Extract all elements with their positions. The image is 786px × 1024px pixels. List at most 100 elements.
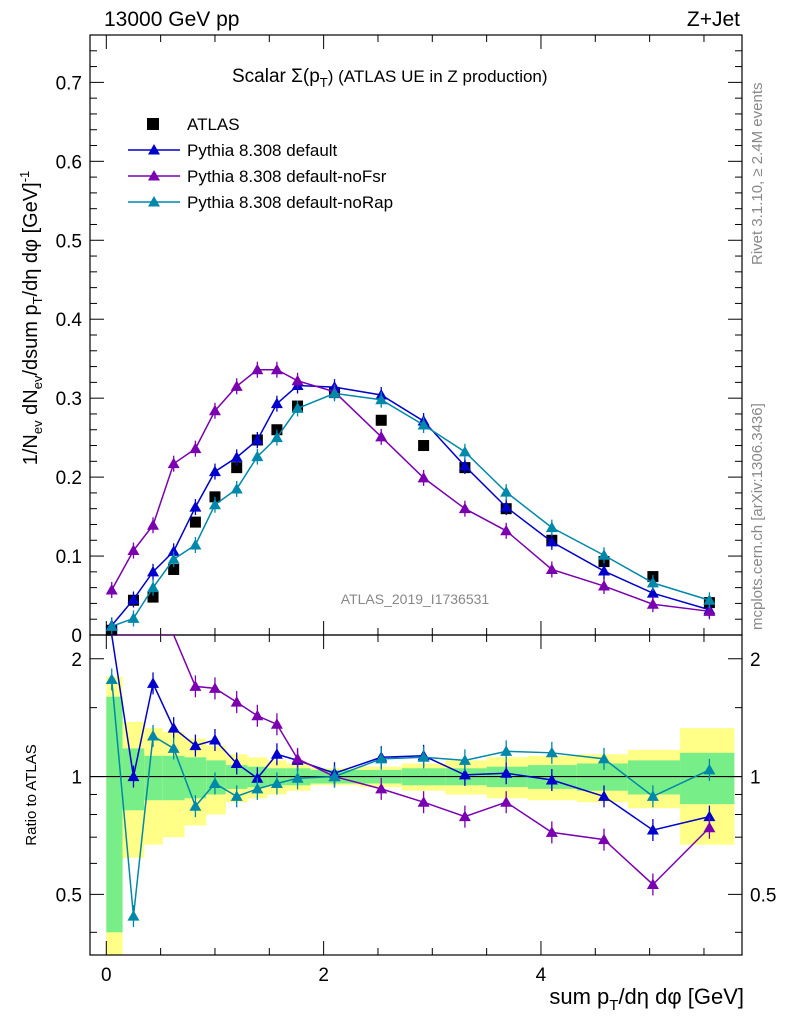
main-point-pythia-8-308-default-norap xyxy=(328,387,341,398)
rivet-version-label: Rivet 3.1.10, ≥ 2.4M events xyxy=(749,83,766,266)
main-point-pythia-8-308-default-norap xyxy=(417,419,430,430)
ratio-point-pythia-8-308-default-nofsr xyxy=(291,752,304,764)
main-y-tick-label: 0.1 xyxy=(56,547,82,568)
main-point-pythia-8-308-default-nofsr xyxy=(291,374,304,386)
ratio-point-pythia-8-308-default-norap xyxy=(127,910,140,921)
main-point-pythia-8-308-default-norap xyxy=(270,431,283,443)
analysis-watermark: ATLAS_2019_I1736531 xyxy=(341,591,490,607)
ratio-point-pythia-8-308-default-norap xyxy=(375,752,388,764)
legend-entry-label: Pythia 8.308 default-noRap xyxy=(187,193,393,212)
main-point-pythia-8-308-default-norap xyxy=(291,402,304,413)
main-line-pythia-8-308-default xyxy=(111,384,710,627)
ratio-point-pythia-8-308-default-norap xyxy=(208,777,221,789)
main-point-pythia-8-308-default-norap xyxy=(189,539,202,550)
ratio-point-pythia-8-308-default xyxy=(127,770,140,782)
ratio-point-pythia-8-308-default-nofsr xyxy=(500,796,513,807)
ratio-point-pythia-8-308-default-norap xyxy=(291,772,304,783)
ratio-point-pythia-8-308-default-norap xyxy=(105,673,118,685)
ratio-point-pythia-8-308-default xyxy=(208,734,221,745)
main-y-tick-label: 0.4 xyxy=(56,310,83,331)
legend-marker-square xyxy=(147,118,159,130)
main-point-pythia-8-308-default-norap xyxy=(251,450,264,462)
ratio-y-tick-label-left: 2 xyxy=(71,650,82,671)
main-point-pythia-8-308-default-norap xyxy=(147,581,160,593)
ratio-point-pythia-8-308-default xyxy=(167,722,180,733)
main-point-pythia-8-308-default xyxy=(208,465,221,477)
ratio-point-pythia-8-308-default-nofsr xyxy=(646,878,659,889)
ratio-point-pythia-8-308-default-norap xyxy=(646,790,659,801)
legend-entry-label: ATLAS xyxy=(187,115,240,134)
main-y-tick-label: 0.2 xyxy=(56,468,82,489)
main-point-pythia-8-308-default-nofsr xyxy=(375,430,388,442)
ratio-stat-uncertainty-band xyxy=(184,757,207,799)
ratio-y-tick-label-left: 0.5 xyxy=(56,885,82,906)
ratio-y-tick-label-right: 1 xyxy=(750,768,761,789)
ratio-point-pythia-8-308-default-norap xyxy=(703,763,716,775)
ratio-plot-area: 0 2 4 0.5 0.5 1 1 2 2 xyxy=(56,634,776,986)
ratio-stat-uncertainty-band xyxy=(106,696,123,933)
ratio-point-pythia-8-308-default xyxy=(270,748,283,759)
ratio-point-pythia-8-308-default xyxy=(545,773,558,785)
header-right: Z+Jet xyxy=(687,8,740,31)
main-plot-area: 0 0.1 0.2 0.3 0.4 0.5 0.6 0.7 ATLAS Pythia 8.308 … xyxy=(56,34,743,647)
ratio-y-axis-label: Ratio to ATLAS xyxy=(23,744,40,845)
ratio-point-pythia-8-308-default xyxy=(230,757,243,768)
main-y-axis-label: 1/Nev dNev/dsum pT/dη dφ [GeV]-1 xyxy=(17,171,45,466)
main-point-pythia-8-308-default xyxy=(230,451,243,462)
main-point-pythia-8-308-default xyxy=(189,501,202,512)
main-point-pythia-8-308-default-nofsr xyxy=(270,363,283,375)
main-point-atlas xyxy=(168,563,180,575)
ratio-point-pythia-8-308-default-norap xyxy=(417,751,430,762)
header-left: 13000 GeV pp xyxy=(104,8,239,31)
ratio-point-pythia-8-308-default-norap xyxy=(597,752,610,764)
ratio-y-tick-label-right: 2 xyxy=(750,650,761,671)
legend-marker-triangle xyxy=(148,196,160,207)
main-point-pythia-8-308-default xyxy=(597,565,610,576)
ratio-point-pythia-8-308-default xyxy=(500,767,513,778)
main-point-pythia-8-308-default xyxy=(167,545,180,556)
x-axis-label: sum pT/dη dφ [GeV] xyxy=(549,984,744,1014)
main-point-pythia-8-308-default-nofsr xyxy=(189,442,202,454)
main-point-pythia-8-308-default xyxy=(458,460,471,471)
main-point-pythia-8-308-default-norap xyxy=(230,482,243,494)
main-point-atlas xyxy=(418,440,430,452)
ratio-point-pythia-8-308-default-nofsr xyxy=(270,718,283,729)
main-y-tick-label: 0.6 xyxy=(56,152,82,173)
ratio-plot-frame xyxy=(89,634,743,956)
main-y-tick-label: 0 xyxy=(71,626,82,647)
main-point-pythia-8-308-default-norap xyxy=(167,553,180,564)
ratio-stat-uncertainty-band xyxy=(627,760,681,795)
main-point-atlas xyxy=(375,414,387,426)
main-point-pythia-8-308-default-nofsr xyxy=(417,471,430,483)
main-point-pythia-8-308-default-norap xyxy=(458,445,471,457)
main-point-pythia-8-308-default-norap xyxy=(545,521,558,533)
main-point-pythia-8-308-default-nofsr xyxy=(208,404,221,416)
main-point-pythia-8-308-default xyxy=(646,587,659,598)
ratio-stat-uncertainty-band xyxy=(162,755,185,801)
ratio-point-pythia-8-308-default-nofsr xyxy=(703,821,716,833)
main-point-pythia-8-308-default xyxy=(127,593,140,604)
main-point-pythia-8-308-default-nofsr xyxy=(230,380,243,391)
main-point-pythia-8-308-default-nofsr xyxy=(167,457,180,469)
main-point-pythia-8-308-default-nofsr xyxy=(545,563,558,574)
main-point-pythia-8-308-default-norap xyxy=(597,549,610,560)
main-line-pythia-8-308-default-nofsr xyxy=(111,368,710,613)
x-tick-label: 4 xyxy=(536,965,547,986)
ratio-point-pythia-8-308-default-norap xyxy=(270,777,283,789)
ratio-point-pythia-8-308-default-norap xyxy=(251,782,264,794)
main-point-atlas xyxy=(231,462,243,474)
ratio-point-pythia-8-308-default-nofsr xyxy=(417,796,430,807)
main-point-pythia-8-308-default-norap xyxy=(105,620,118,631)
main-title: Scalar Σ(pT) (ATLAS UE in Z production) xyxy=(232,66,548,90)
ratio-y-tick-label-right: 0.5 xyxy=(750,885,776,906)
main-point-pythia-8-308-default-nofsr xyxy=(127,544,140,556)
ratio-point-pythia-8-308-default-norap xyxy=(147,729,160,741)
ratio-point-pythia-8-308-default xyxy=(703,810,716,822)
legend-entry-label: Pythia 8.308 default xyxy=(187,141,338,160)
legend: ATLAS Pythia 8.308 default Pythia 8.308 de… xyxy=(128,115,393,212)
ratio-point-pythia-8-308-default-norap xyxy=(500,745,513,756)
main-point-pythia-8-308-default-nofsr xyxy=(458,502,471,514)
ratio-point-pythia-8-308-default-nofsr xyxy=(189,680,202,691)
ratio-point-pythia-8-308-default-nofsr xyxy=(375,782,388,794)
